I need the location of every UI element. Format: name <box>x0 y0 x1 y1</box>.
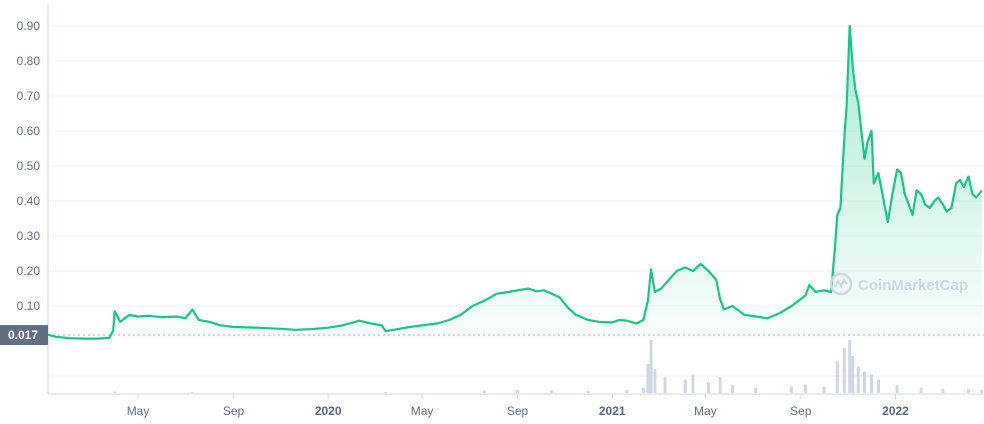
price-line <box>47 24 983 340</box>
volume-bar <box>625 389 629 393</box>
volume-bar <box>641 387 645 393</box>
x-tick-label: 2021 <box>599 404 626 418</box>
volume-bar <box>876 379 880 393</box>
volume-bar <box>649 340 653 393</box>
volume-bar <box>895 385 899 393</box>
volume-bar <box>941 388 945 393</box>
x-tick-label: May <box>127 404 150 418</box>
volume-bar <box>803 385 807 393</box>
volume-bar <box>835 361 839 393</box>
volume-bar <box>482 390 486 393</box>
coinmarketcap-watermark: CoinMarketCap <box>829 272 968 296</box>
volume-bar <box>384 391 388 393</box>
volume-bar <box>862 371 866 393</box>
y-axis: 0.90 0.80 0.70 0.60 0.50 0.40 0.30 0.20 0.10 <box>17 19 41 313</box>
volume-bar <box>731 385 735 393</box>
volume-bar <box>113 391 117 393</box>
volume-bar <box>190 391 194 393</box>
coinmarketcap-logo-icon <box>829 272 853 296</box>
price-area-fill <box>48 26 982 339</box>
volume-bar <box>822 386 826 393</box>
volume-bar <box>790 386 794 393</box>
y-tick-label: 0.90 <box>17 19 41 33</box>
y-tick-label: 0.10 <box>17 299 41 313</box>
volume-bar <box>516 389 520 393</box>
volume-bar <box>683 379 687 393</box>
x-tick-label: Sep <box>507 404 529 418</box>
x-tick-label: 2022 <box>882 404 909 418</box>
volume-bar <box>848 340 852 393</box>
volume-bar <box>550 390 554 393</box>
x-tick-label: May <box>411 404 434 418</box>
y-tick-label: 0.60 <box>17 124 41 138</box>
y-tick-label: 0.50 <box>17 159 41 173</box>
volume-bar <box>842 347 846 393</box>
volume-bar <box>663 377 667 393</box>
reference-price-badge: 0.017 <box>0 325 48 346</box>
volume-bar <box>646 363 650 393</box>
volume-bar <box>856 366 860 393</box>
y-tick-label: 0.70 <box>17 89 41 103</box>
x-tick-label: Sep <box>223 404 245 418</box>
y-tick-label: 0.80 <box>17 54 41 68</box>
y-tick-label: 0.30 <box>17 229 41 243</box>
volume-bar <box>691 374 695 393</box>
volume-bar <box>919 387 923 393</box>
y-tick-label: 0.20 <box>17 264 41 278</box>
volume-bar <box>586 390 590 393</box>
volume-bar <box>706 382 710 393</box>
reference-price-label: 0.017 <box>8 328 38 342</box>
volume-bar <box>966 389 970 393</box>
volume-bar <box>754 387 758 393</box>
y-tick-label: 0.40 <box>17 194 41 208</box>
volume-bar <box>46 392 50 393</box>
volume-bar <box>851 355 855 393</box>
volume-bar <box>980 389 984 393</box>
volume-bars <box>46 340 984 393</box>
x-tick-label: 2020 <box>315 404 342 418</box>
volume-bar <box>718 377 722 393</box>
volume-bar <box>869 374 873 393</box>
watermark-text: CoinMarketCap <box>858 277 968 294</box>
volume-bar <box>653 369 657 393</box>
x-tick-label: May <box>694 404 717 418</box>
x-tick-label: Sep <box>790 404 812 418</box>
x-axis: May Sep 2020 May Sep 2021 May Sep 2022 <box>127 394 909 418</box>
